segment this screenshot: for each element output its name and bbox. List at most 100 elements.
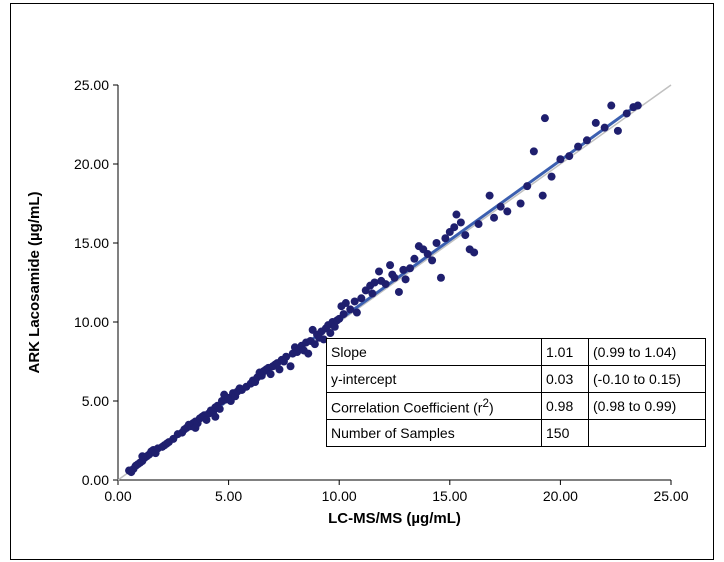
- data-point: [164, 438, 173, 447]
- data-point: [470, 248, 479, 257]
- data-point: [346, 305, 355, 314]
- data-point: [423, 250, 432, 259]
- x-tick-label: 0.00: [104, 488, 131, 504]
- data-point: [622, 109, 631, 118]
- data-point: [490, 213, 499, 222]
- data-point: [235, 384, 244, 393]
- data-point: [613, 126, 622, 135]
- y-tick-label: 0.00: [82, 472, 109, 488]
- data-point: [456, 218, 465, 227]
- stats-label: Correlation Coefficient (r2): [326, 392, 542, 420]
- data-points: [125, 101, 642, 477]
- data-point: [410, 254, 419, 263]
- x-tick-label: 10.00: [322, 488, 357, 504]
- data-point: [394, 287, 403, 296]
- data-point: [310, 340, 319, 349]
- stats-row-samples: Number of Samples 150: [326, 419, 706, 447]
- figure-frame: [10, 3, 714, 560]
- data-point: [538, 191, 547, 200]
- data-point: [326, 329, 335, 338]
- data-point: [381, 280, 390, 289]
- x-tick-label: 5.00: [215, 488, 242, 504]
- data-point: [523, 182, 532, 191]
- data-point: [452, 210, 461, 219]
- y-tick-label: 20.00: [74, 156, 109, 172]
- y-tick-label: 15.00: [74, 235, 109, 251]
- x-axis-ticks: 0.00 5.00 10.00 15.00 20.00 25.00: [104, 480, 689, 504]
- data-point: [211, 412, 220, 421]
- stats-row-intercept: y-intercept 0.03 (-0.10 to 0.15): [326, 365, 706, 393]
- stats-ci: [588, 419, 706, 447]
- data-point: [352, 308, 361, 317]
- stats-value: 150: [541, 419, 589, 447]
- stats-ci: (-0.10 to 0.15): [588, 365, 706, 393]
- data-point: [428, 256, 437, 265]
- data-point: [341, 299, 350, 308]
- data-point: [529, 147, 538, 156]
- data-point: [127, 468, 136, 477]
- data-point: [461, 231, 470, 240]
- data-point: [399, 265, 408, 274]
- data-point: [390, 273, 399, 282]
- data-point: [591, 118, 600, 127]
- stats-ci: (0.99 to 1.04): [588, 338, 706, 366]
- data-point: [138, 452, 147, 461]
- data-point: [339, 310, 348, 319]
- x-axis-title: LC-MS/MS (µg/mL): [328, 510, 461, 527]
- data-point: [633, 101, 642, 110]
- data-point: [574, 142, 583, 151]
- data-point: [202, 415, 211, 424]
- data-point: [503, 207, 512, 216]
- y-tick-label: 5.00: [82, 393, 109, 409]
- data-point: [350, 297, 359, 306]
- y-axis-title: ARK Lacosamide (µg/mL): [26, 191, 43, 373]
- stats-label-close: ): [488, 399, 494, 416]
- stats-label: Slope: [326, 338, 542, 366]
- stats-row-slope: Slope 1.01 (0.99 to 1.04): [326, 338, 706, 366]
- stats-ci: (0.98 to 0.99): [588, 392, 706, 420]
- stats-label-text: Correlation Coefficient (r: [331, 399, 483, 416]
- data-point: [375, 267, 384, 276]
- data-point: [432, 239, 441, 247]
- data-point: [357, 294, 366, 303]
- stats-label: Number of Samples: [326, 419, 542, 447]
- data-point: [600, 123, 609, 132]
- data-point: [436, 273, 445, 282]
- x-tick-label: 15.00: [432, 488, 467, 504]
- data-point: [266, 370, 275, 379]
- data-point: [547, 172, 556, 181]
- data-point: [485, 191, 494, 200]
- data-point: [607, 101, 616, 110]
- data-point: [304, 349, 313, 358]
- stats-value: 0.03: [541, 365, 589, 393]
- data-point: [405, 264, 414, 273]
- data-point: [582, 136, 591, 145]
- regression-stats-table: Slope 1.01 (0.99 to 1.04) y-intercept 0.…: [326, 338, 706, 447]
- stats-value: 0.98: [541, 392, 589, 420]
- data-point: [565, 152, 574, 161]
- y-tick-label: 10.00: [74, 314, 109, 330]
- data-point: [386, 261, 395, 270]
- stats-value: 1.01: [541, 338, 589, 366]
- data-point: [556, 155, 565, 164]
- y-tick-label: 25.00: [74, 77, 109, 93]
- data-point: [496, 202, 505, 211]
- data-point: [330, 322, 339, 331]
- data-point: [191, 423, 200, 432]
- data-point: [319, 335, 328, 344]
- data-point: [368, 289, 377, 298]
- data-point: [275, 365, 284, 374]
- stats-row-correlation: Correlation Coefficient (r2) 0.98 (0.98 …: [326, 392, 706, 420]
- x-tick-label: 25.00: [653, 488, 688, 504]
- data-point: [282, 352, 291, 361]
- y-axis-ticks: 0.00 5.00 10.00 15.00 20.00 25.00: [74, 77, 118, 488]
- x-tick-label: 20.00: [543, 488, 578, 504]
- data-point: [474, 220, 483, 229]
- data-point: [215, 404, 224, 413]
- data-point: [540, 114, 549, 123]
- data-point: [286, 362, 295, 371]
- data-point: [441, 234, 450, 243]
- data-point: [370, 278, 379, 287]
- data-point: [401, 275, 410, 284]
